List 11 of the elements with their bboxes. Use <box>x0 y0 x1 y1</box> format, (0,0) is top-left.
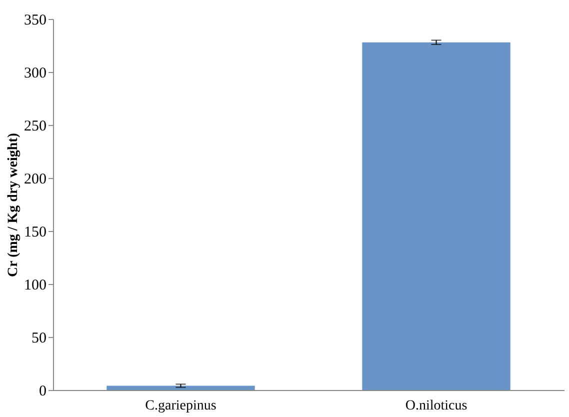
y-tick-label: 50 <box>32 330 46 346</box>
y-tick-label: 250 <box>24 118 46 134</box>
x-tick-label: O.niloticus <box>405 398 468 414</box>
y-tick-label: 150 <box>24 224 46 240</box>
x-tick-label: C.gariepinus <box>145 398 216 414</box>
y-tick-label: 200 <box>24 172 46 188</box>
y-tick-label: 0 <box>39 384 46 400</box>
y-axis-title: Cr (mg / Kg dry weight) <box>6 132 21 277</box>
y-tick-label: 100 <box>24 278 46 294</box>
y-tick-label: 300 <box>24 66 46 82</box>
y-tick-label: 350 <box>24 12 46 28</box>
